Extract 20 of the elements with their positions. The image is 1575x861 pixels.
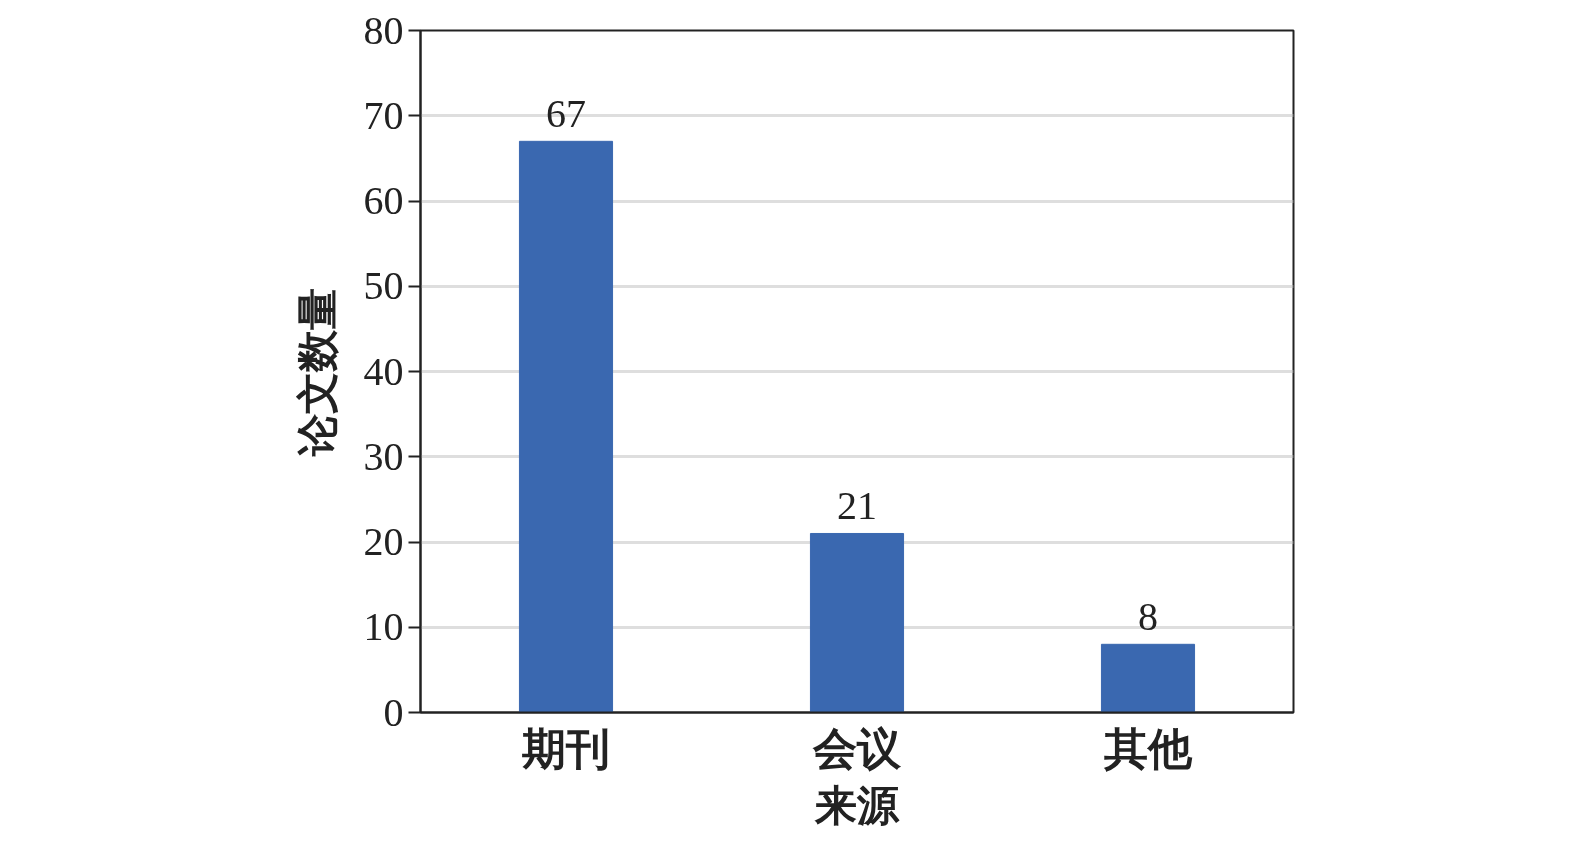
y-tick-label: 60 xyxy=(363,178,404,223)
y-tick-label: 80 xyxy=(363,7,404,53)
x-tick-label: 其他 xyxy=(1103,723,1193,773)
bar xyxy=(809,532,905,713)
y-tick-label: 20 xyxy=(363,519,404,564)
bar xyxy=(518,140,614,713)
x-tick-label: 期刊 xyxy=(522,723,610,773)
y-tick-label: 70 xyxy=(363,92,404,138)
data-label: 67 xyxy=(546,91,586,137)
bar xyxy=(1100,643,1196,713)
data-label: 8 xyxy=(1138,594,1158,640)
y-tick-label: 30 xyxy=(363,433,404,479)
y-tick-label: 0 xyxy=(383,689,404,735)
x-axis-title: 来源 xyxy=(814,781,900,829)
x-tick-label: 会议 xyxy=(812,723,902,773)
data-label: 21 xyxy=(837,483,877,529)
y-tick-label: 40 xyxy=(363,348,404,394)
y-tick-label: 10 xyxy=(363,604,404,650)
y-tick-label: 50 xyxy=(363,263,404,309)
y-axis-title: 论文数量 xyxy=(293,287,341,457)
